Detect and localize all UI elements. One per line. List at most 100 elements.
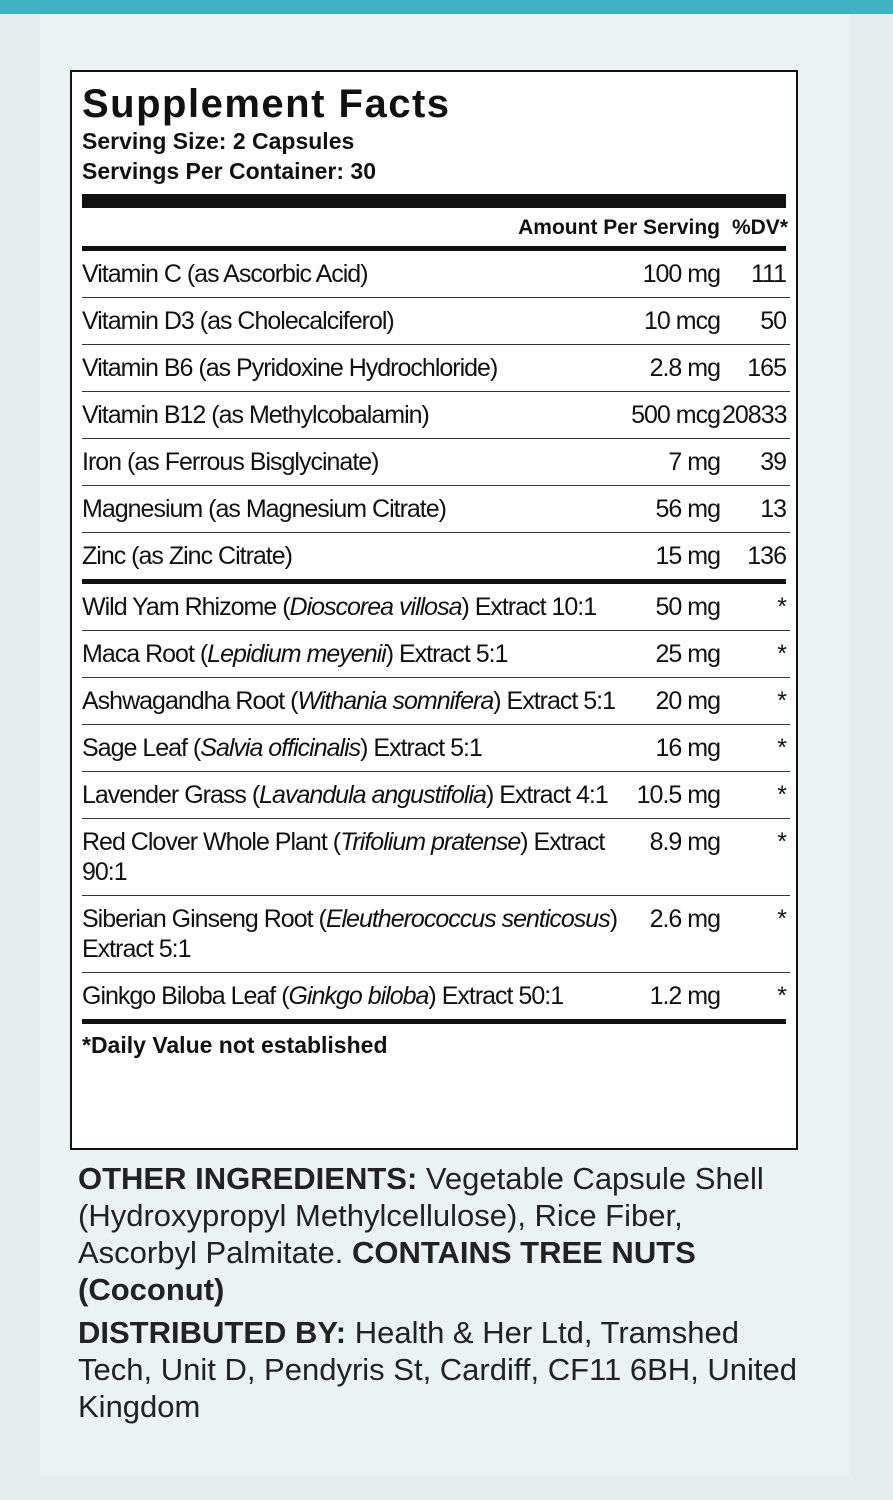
botanical-row: Sage Leaf (Salvia officinalis) Extract 5… bbox=[82, 724, 790, 772]
amount: 25 mg bbox=[627, 630, 722, 678]
amount: 15 mg bbox=[655, 542, 721, 570]
serving-size: Serving Size: 2 Capsules bbox=[82, 128, 355, 154]
daily-value: 111 bbox=[722, 251, 790, 298]
amount: 2.6 mg bbox=[627, 895, 722, 973]
daily-value: * bbox=[722, 630, 790, 678]
nutrient-name: Vitamin B12 (as Methylcobalamin) bbox=[82, 391, 627, 439]
nutrient-row: Vitamin B6 (as Pyridoxine Hydrochloride)… bbox=[82, 344, 790, 392]
rule bbox=[82, 246, 786, 251]
amount: 7 mg bbox=[627, 438, 722, 486]
nutrient-name: Magnesium (as Magnesium Citrate) bbox=[82, 485, 627, 533]
daily-value: 50 bbox=[722, 297, 790, 345]
botanical-name: Maca Root (Lepidium meyenii) Extract 5:1 bbox=[82, 630, 627, 678]
amount: 10.5 mg bbox=[627, 771, 722, 819]
botanical-row: Ashwagandha Root (Withania somnifera) Ex… bbox=[82, 677, 790, 725]
label: OTHER INGREDIENTS: bbox=[78, 1161, 418, 1196]
label-text: OTHER INGREDIENTS: Vegetable Capsule She… bbox=[78, 1160, 808, 1431]
botanical-name: Siberian Ginseng Root (Eleutherococcus s… bbox=[82, 895, 627, 973]
name: Ashwagandha Root ( bbox=[82, 687, 298, 715]
extract: ) Extract 90:1 bbox=[82, 828, 605, 886]
daily-value: 13 bbox=[722, 485, 790, 533]
daily-value: 165 bbox=[722, 344, 790, 392]
latin-name: Withania somnifera bbox=[297, 687, 494, 715]
extract: ) Extract 5:1 bbox=[385, 640, 509, 668]
title: Supplement Facts bbox=[82, 82, 451, 126]
column-header: Amount Per Serving bbox=[518, 216, 720, 239]
nutrient-row: Magnesium (as Magnesium Citrate) 56 mg 13 bbox=[82, 485, 790, 533]
name: Maca Root ( bbox=[82, 640, 208, 668]
amount: 8.9 mg bbox=[627, 818, 722, 896]
extract: ) Extract 5:1 bbox=[82, 905, 618, 963]
amount: 56 mg bbox=[627, 485, 722, 533]
botanicals-table: Wild Yam Rhizome (Dioscorea villosa) Ext… bbox=[82, 584, 790, 1019]
daily-value: * bbox=[722, 771, 790, 819]
nutrient-row: Iron (as Ferrous Bisglycinate) 7 mg 39 bbox=[82, 438, 790, 486]
extract: ) Extract 50:1 bbox=[428, 982, 564, 1010]
botanical-name: Wild Yam Rhizome (Dioscorea villosa) Ext… bbox=[82, 584, 627, 631]
name: Ginkgo Biloba Leaf ( bbox=[82, 982, 290, 1010]
name: Red Clover Whole Plant ( bbox=[82, 828, 341, 856]
botanical-row: Maca Root (Lepidium meyenii) Extract 5:1… bbox=[82, 630, 790, 678]
distributor: DISTRIBUTED BY: Health & Her Ltd, Tramsh… bbox=[78, 1314, 808, 1425]
botanical-row: Red Clover Whole Plant (Trifolium praten… bbox=[82, 818, 790, 896]
latin-name: Lavandula angustifolia bbox=[259, 781, 487, 809]
vitamins-table: Vitamin C (as Ascorbic Acid) 100 mg 111 Vit… bbox=[82, 251, 790, 579]
other-ingredients: OTHER INGREDIENTS: Vegetable Capsule She… bbox=[78, 1160, 808, 1308]
daily-value: * bbox=[722, 724, 790, 772]
botanical-row: Siberian Ginseng Root (Eleutherococcus s… bbox=[82, 895, 790, 973]
extract: ) Extract 10:1 bbox=[461, 593, 597, 621]
nutrient-name: Zinc (as Zinc Citrate) bbox=[82, 542, 293, 570]
extract: ) Extract 4:1 bbox=[485, 781, 609, 809]
facts-table: Amount Per Serving %DV* bbox=[82, 208, 790, 246]
header-row: Amount Per Serving %DV* bbox=[82, 208, 790, 246]
botanical-row: Lavender Grass (Lavandula angustifolia) … bbox=[82, 771, 790, 819]
footnote: *Daily Value not established bbox=[82, 1032, 388, 1058]
nutrient-name: Iron (as Ferrous Bisglycinate) bbox=[82, 438, 627, 486]
latin-name: Ginkgo biloba bbox=[288, 982, 430, 1010]
latin-name: Eleutherococcus senticosus bbox=[325, 905, 611, 933]
latin-name: Salvia officinalis bbox=[200, 734, 361, 762]
amount: 10 mcg bbox=[627, 297, 722, 345]
daily-value: * bbox=[777, 982, 787, 1010]
rule bbox=[82, 194, 786, 208]
botanical-name: Ashwagandha Root (Withania somnifera) Ex… bbox=[82, 677, 627, 725]
servings-per-container: Servings Per Container: 30 bbox=[82, 158, 376, 184]
nutrient-row: Vitamin D3 (as Cholecalciferol) 10 mcg 50 bbox=[82, 297, 790, 345]
daily-value: * bbox=[722, 584, 790, 631]
amount: 2.8 mg bbox=[627, 344, 722, 392]
column-header: %DV* bbox=[731, 216, 788, 239]
latin-name: Lepidium meyenii bbox=[207, 640, 387, 668]
botanical-name: Red Clover Whole Plant (Trifolium praten… bbox=[82, 818, 627, 896]
nutrient-name: Vitamin D3 (as Cholecalciferol) bbox=[82, 297, 627, 345]
text: Vegetable Capsule Shell (Hydroxypropyl M… bbox=[78, 1161, 764, 1270]
name: Siberian Ginseng Root ( bbox=[82, 905, 327, 933]
nutrient-name: Vitamin B6 (as Pyridoxine Hydrochloride) bbox=[82, 344, 627, 392]
daily-value: 136 bbox=[747, 542, 787, 570]
extract: ) Extract 5:1 bbox=[493, 687, 616, 715]
box-top bbox=[0, 0, 893, 14]
name: Lavender Grass ( bbox=[82, 781, 260, 809]
amount: 500 mcg bbox=[627, 391, 722, 439]
amount: 20 mg bbox=[627, 677, 722, 725]
rule bbox=[82, 579, 786, 584]
latin-name: Trifolium pratense bbox=[340, 828, 521, 856]
amount: 50 mg bbox=[627, 584, 722, 631]
amount: 16 mg bbox=[627, 724, 722, 772]
botanical-row: Ginkgo Biloba Leaf (Ginkgo biloba) Extra… bbox=[82, 973, 790, 1020]
botanical-name: Ginkgo Biloba Leaf (Ginkgo biloba) Extra… bbox=[82, 973, 627, 1020]
latin-name: Dioscorea villosa bbox=[289, 593, 463, 621]
daily-value: * bbox=[722, 677, 790, 725]
daily-value: * bbox=[722, 895, 790, 973]
rule bbox=[82, 1019, 786, 1024]
nutrient-row: Vitamin C (as Ascorbic Acid) 100 mg 111 bbox=[82, 251, 790, 298]
name: Wild Yam Rhizome ( bbox=[82, 593, 291, 621]
label: DISTRIBUTED BY: bbox=[78, 1315, 347, 1350]
name: Sage Leaf ( bbox=[82, 734, 201, 762]
botanical-row: Wild Yam Rhizome (Dioscorea villosa) Ext… bbox=[82, 584, 790, 631]
botanical-name: Lavender Grass (Lavandula angustifolia) … bbox=[82, 771, 627, 819]
botanical-name: Sage Leaf (Salvia officinalis) Extract 5… bbox=[82, 724, 627, 772]
daily-value: 39 bbox=[722, 438, 790, 486]
nutrient-row: Vitamin B12 (as Methylcobalamin) 500 mcg 2… bbox=[82, 391, 790, 439]
warning: CONTAINS TREE NUTS (Coconut) bbox=[78, 1235, 696, 1307]
